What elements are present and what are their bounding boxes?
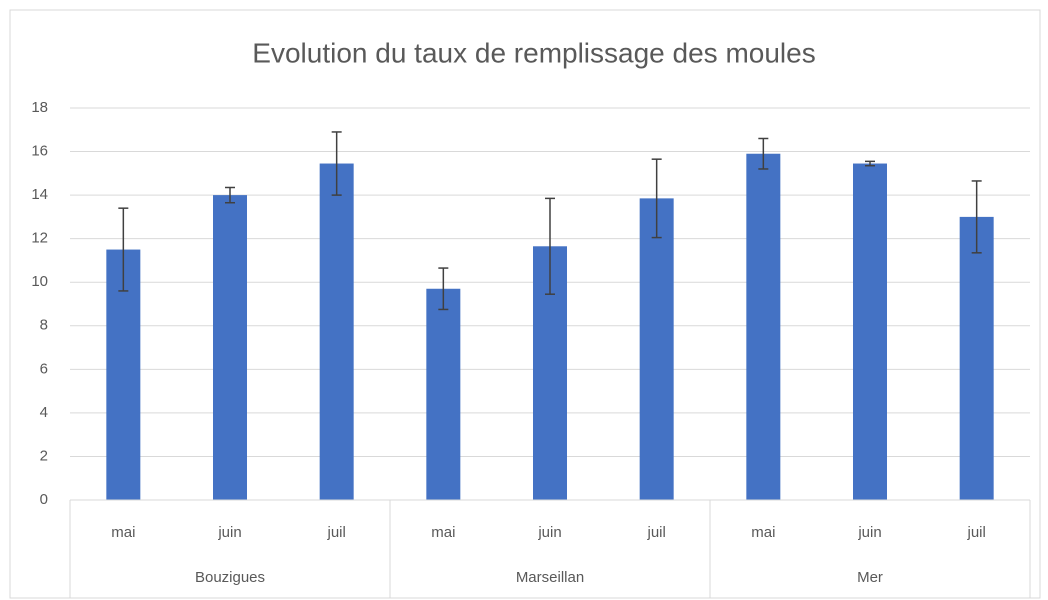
y-tick-label: 12	[31, 230, 48, 247]
x-tick-label: juin	[217, 524, 241, 541]
bar	[639, 198, 674, 500]
bar	[426, 288, 461, 500]
y-tick-label: 4	[40, 404, 48, 421]
y-tick-label: 2	[40, 447, 48, 464]
y-tick-label: 8	[40, 317, 48, 334]
error-bar	[438, 267, 449, 311]
y-tick-label: 16	[31, 143, 48, 160]
bar	[746, 153, 781, 500]
x-tick-label: juil	[966, 524, 985, 541]
group-label: Bouzigues	[195, 569, 265, 586]
bar	[213, 195, 247, 500]
x-tick-label: mai	[431, 524, 455, 541]
y-tick-label: 0	[40, 491, 48, 508]
group-label: Mer	[857, 569, 883, 586]
error-bar	[758, 137, 769, 170]
y-tick-label: 6	[40, 360, 48, 377]
y-tick-label: 18	[31, 99, 48, 116]
chart-title: Evolution du taux de remplissage des mou…	[252, 37, 815, 68]
error-bar	[118, 207, 129, 292]
bar	[319, 163, 354, 501]
bar	[959, 216, 994, 500]
y-tick-label: 10	[31, 273, 48, 290]
x-tick-label: juin	[537, 524, 561, 541]
error-bar	[971, 180, 982, 254]
x-tick-label: mai	[111, 524, 135, 541]
x-tick-label: juil	[326, 524, 345, 541]
error-bar	[331, 131, 342, 196]
x-tick-label: juil	[646, 524, 665, 541]
y-tick-label: 14	[31, 186, 48, 203]
error-bar	[545, 197, 555, 295]
bar	[853, 163, 887, 501]
x-tick-label: mai	[751, 524, 775, 541]
group-label: Marseillan	[516, 569, 584, 586]
error-bar	[225, 186, 235, 204]
error-bar	[865, 160, 875, 167]
x-tick-label: juin	[857, 524, 881, 541]
error-bar	[651, 158, 662, 239]
